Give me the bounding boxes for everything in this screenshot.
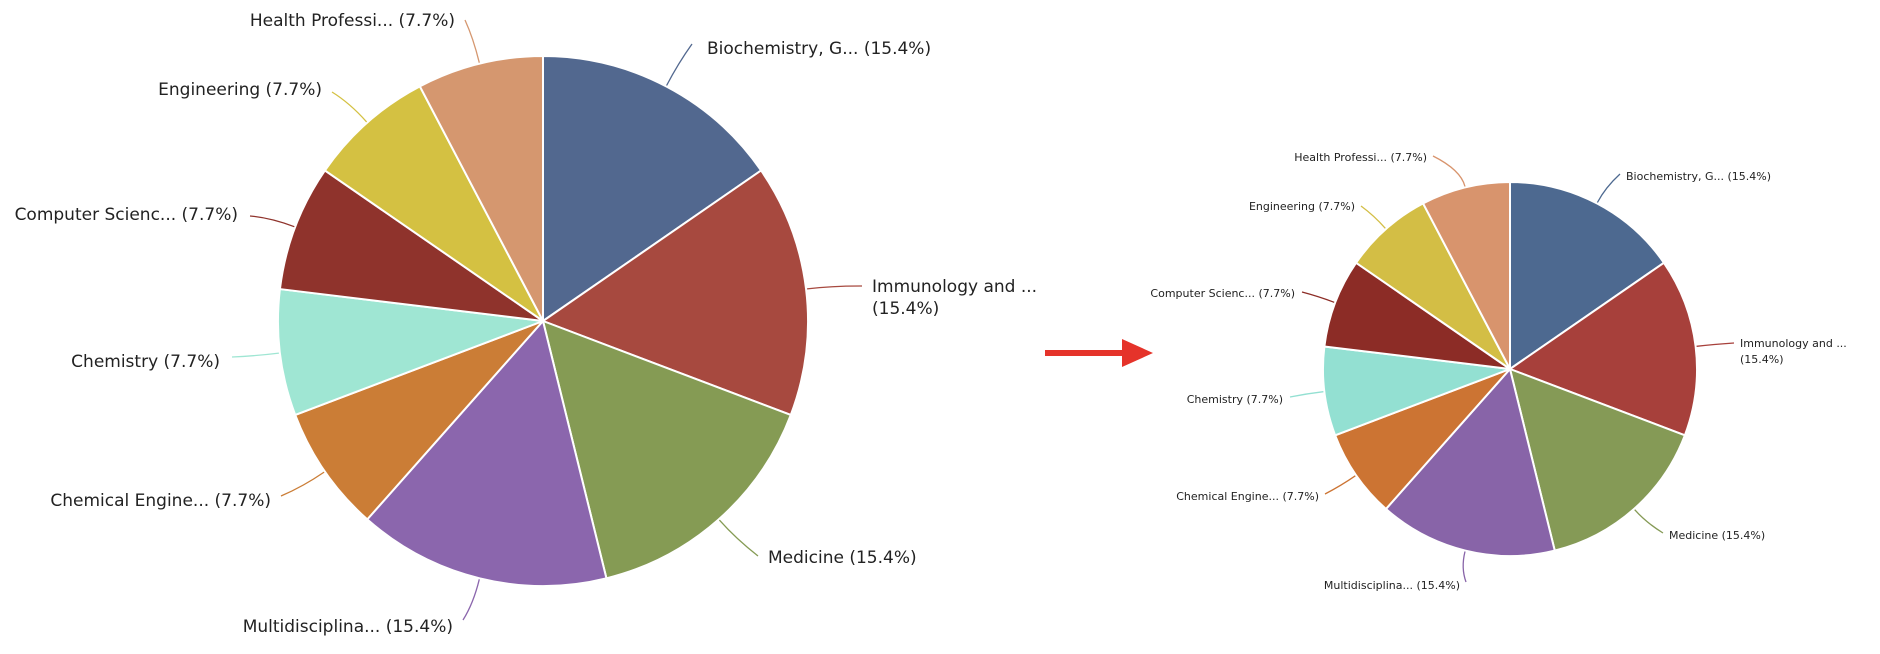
data-label-immunology-and: Immunology and ... (15.4%)	[872, 277, 1037, 319]
pie-slice-computer-scienc	[278, 169, 544, 322]
pie-chart-large: Biochemistry, G... (15.4%) Immunology and…	[15, 11, 1038, 637]
leader-line-health-professi	[1432, 155, 1466, 187]
leader-line-chemical-engine	[280, 471, 325, 497]
leader-line-immunology-and	[807, 285, 863, 290]
data-label-chemistry: Chemistry (7.7%)	[1187, 393, 1283, 406]
leader-line-chemical-engine	[1324, 475, 1356, 495]
data-label-multidisciplina: Multidisciplina... (15.4%)	[243, 617, 453, 637]
leader-line-medicine	[718, 519, 759, 557]
pie-slice-biochemistry-g	[542, 54, 763, 323]
leader-line-engineering	[331, 91, 368, 123]
leader-line-medicine	[1634, 509, 1664, 534]
data-label-health-professi: Health Professi... (7.7%)	[250, 11, 455, 31]
pie-slice-immunology-and	[1507, 261, 1699, 437]
pie-slice-multidisciplina	[1384, 366, 1556, 558]
data-label-immunology-and: Immunology and ... (15.4%)	[1740, 337, 1847, 366]
leader-line-engineering	[1360, 205, 1386, 229]
leader-line-health-professi	[464, 19, 480, 63]
data-label-computer-scienc: Computer Scienc... (7.7%)	[1150, 287, 1295, 300]
data-label-chemical-engine: Chemical Engine... (7.7%)	[1176, 490, 1319, 503]
leader-line-chemistry	[231, 352, 279, 358]
pie-slice-health-professi	[1421, 180, 1511, 370]
leader-line-immunology-and	[1696, 342, 1735, 347]
pie-slice-biochemistry-g	[1509, 180, 1666, 371]
leader-line-multidisciplina	[1462, 551, 1467, 583]
pie-chart-small: Biochemistry, G... (15.4%) Immunology and…	[1150, 151, 1846, 592]
data-label-medicine: Medicine (15.4%)	[768, 548, 917, 568]
data-label-biochemistry-g: Biochemistry, G... (15.4%)	[1626, 170, 1771, 183]
leader-line-multidisciplina	[462, 579, 480, 621]
data-label-multidisciplina: Multidisciplina... (15.4%)	[1324, 579, 1460, 592]
data-label-health-professi: Health Professi... (7.7%)	[1294, 151, 1427, 164]
arrow-head	[1122, 339, 1153, 367]
pie-slice-medicine	[541, 319, 793, 580]
leader-line-biochemistry-g	[1596, 173, 1621, 203]
pie-slice-immunology-and	[540, 169, 809, 417]
leader-line-computer-scienc	[249, 215, 295, 228]
pie-slice-engineering	[323, 84, 544, 322]
data-label-chemical-engine: Chemical Engine... (7.7%)	[50, 491, 271, 511]
data-label-computer-scienc: Computer Scienc... (7.7%)	[15, 205, 238, 225]
data-label-chemistry: Chemistry (7.7%)	[71, 352, 220, 372]
data-label-engineering: Engineering (7.7%)	[158, 80, 322, 100]
transition-arrow	[1045, 339, 1153, 367]
leader-line-biochemistry-g	[666, 43, 693, 86]
pie-slice-multidisciplina	[365, 318, 608, 587]
leader-line-chemistry	[1289, 391, 1324, 398]
pie-slice-chemistry	[277, 287, 544, 417]
pie-slice-chemical-engine	[293, 320, 544, 521]
pie-slice-medicine	[1508, 367, 1687, 552]
leader-line-computer-scienc	[1301, 291, 1335, 303]
pie-slice-health-professi	[418, 54, 544, 322]
data-label-engineering: Engineering (7.7%)	[1249, 200, 1355, 213]
data-label-medicine: Medicine (15.4%)	[1669, 529, 1765, 542]
data-label-biochemistry-g: Biochemistry, G... (15.4%)	[707, 39, 931, 59]
